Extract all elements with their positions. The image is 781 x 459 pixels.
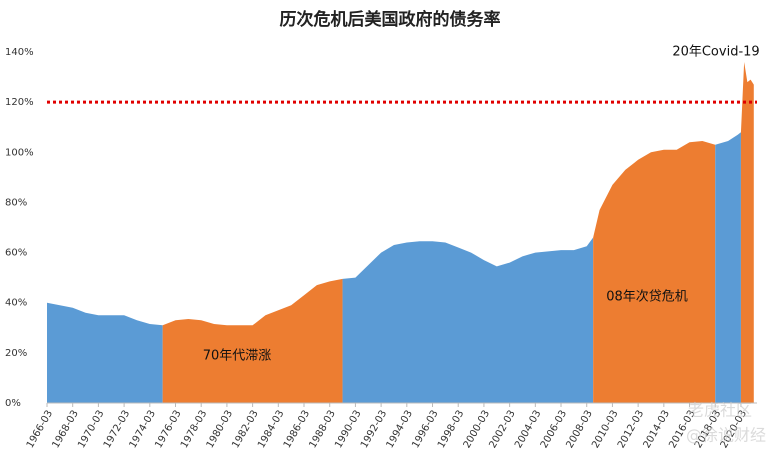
annotation: 20年Covid-19 xyxy=(672,45,759,60)
chart-title: 历次危机后美国政府的债务率 xyxy=(280,9,501,30)
y-tick-label: 0% xyxy=(5,398,21,409)
y-tick-label: 140% xyxy=(5,47,34,58)
y-tick-label: 40% xyxy=(5,298,27,309)
area-segment xyxy=(593,141,716,403)
area-segment xyxy=(342,237,594,403)
y-tick-label: 100% xyxy=(5,147,34,158)
y-tick-label: 80% xyxy=(5,197,27,208)
area-segment xyxy=(47,302,163,403)
annotation: 08年次贷危机 xyxy=(606,289,688,305)
y-tick-label: 20% xyxy=(5,348,27,359)
y-tick-label: 60% xyxy=(5,248,27,259)
area-segment xyxy=(162,278,343,403)
annotation: 70年代滞涨 xyxy=(203,349,272,364)
watermark: @徐说财经 xyxy=(686,426,766,445)
watermark: 老虎社区 xyxy=(688,401,752,420)
area-segment xyxy=(715,132,741,403)
area-segment xyxy=(740,62,754,404)
y-tick-label: 120% xyxy=(5,97,34,108)
